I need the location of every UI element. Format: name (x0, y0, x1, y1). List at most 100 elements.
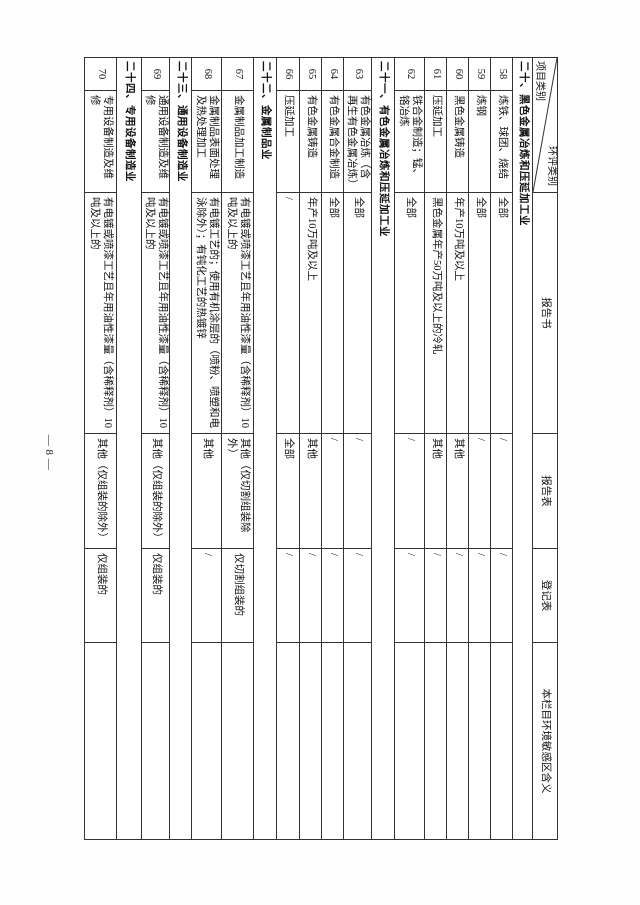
item-name: 炼铁、球团、烧结 (490, 90, 513, 193)
item-row: 64 有色金属合金制造 全部 / / (321, 57, 344, 840)
item-name: 金属制品表面处理及热处理加工 (191, 90, 222, 193)
report-book-cell: 有电镀工艺的；使用有机涂层的（喷粉、喷塑和电泳除外）；有钝化工艺的热镀锌 (191, 192, 222, 434)
diagonal-line (533, 58, 557, 192)
report-form-cell: / (490, 433, 513, 549)
header-eia-category: 环评类别 (546, 146, 557, 186)
item-name: 有色金属铸造 (299, 90, 322, 193)
item-name: 压延加工 (424, 90, 447, 193)
section-title: 二十、黑色金属冶炼和压延加工业 (512, 57, 533, 840)
registration-form-cell: / (446, 548, 469, 643)
report-book-cell: 年产10万吨及以上 (299, 192, 322, 434)
registration-form-cell: / (191, 548, 222, 643)
sensitive-area-cell (221, 642, 254, 840)
section-row: 二十二、金属制品业 (253, 57, 277, 840)
report-book-cell: 全部 (343, 192, 372, 434)
item-no: 63 (343, 57, 372, 91)
report-form-cell: / (468, 433, 491, 549)
item-row: 66 压延加工 / 全部 / (276, 57, 300, 840)
item-no: 59 (468, 57, 491, 91)
registration-form-cell: / (299, 548, 322, 643)
report-form-cell: / (394, 433, 425, 549)
item-name: 通用设备制造及维修 (141, 90, 170, 193)
sensitive-area-cell (84, 642, 117, 840)
section-title: 二十三、通用设备制造业 (169, 57, 192, 840)
header-registration-form: 登记表 (532, 548, 558, 643)
section-title: 二十二、金属制品业 (253, 57, 277, 840)
item-row: 68 金属制品表面处理及热处理加工 有电镀工艺的；使用有机涂层的（喷粉、喷塑和电泳除… (191, 57, 222, 840)
item-no: 60 (446, 57, 469, 91)
report-book-cell: 有电镀或喷漆工艺且年用油性漆量（含稀释剂）10吨及以上的 (84, 192, 117, 434)
report-form-cell: / (321, 433, 344, 549)
section-row: 二十、黑色金属冶炼和压延加工业 (512, 57, 533, 840)
registration-form-cell: / (468, 548, 491, 643)
sensitive-area-cell (468, 642, 491, 840)
report-form-cell: 其他（仅组装的除外） (141, 433, 170, 549)
sensitive-area-cell (424, 642, 447, 840)
sensitive-area-cell (141, 642, 170, 840)
item-row: 65 有色金属铸造 年产10万吨及以上 其他 / (299, 57, 322, 840)
item-no: 66 (276, 57, 300, 91)
report-book-cell: / (276, 192, 300, 434)
report-book-cell: 全部 (468, 192, 491, 434)
header-report-book: 报告书 (532, 192, 558, 434)
item-name: 有色金属合金制造 (321, 90, 344, 193)
item-no: 69 (141, 57, 170, 91)
section-row: 二十四、专用设备制造业 (116, 57, 142, 840)
item-no: 68 (191, 57, 222, 91)
item-name: 铁合金制造；锰、铬冶炼 (394, 90, 425, 193)
item-row: 60 黑色金属铸造 年产10万吨及以上 其他 / (446, 57, 469, 840)
report-book-cell: 年产10万吨及以上 (446, 192, 469, 434)
header-row: 环评类别 项目类别 报告书 报告表 登记表 本栏目环境敏感区含义 (532, 57, 558, 840)
sensitive-area-cell (490, 642, 513, 840)
registration-form-cell: / (490, 548, 513, 643)
sensitive-area-cell (191, 642, 222, 840)
item-row: 62 铁合金制造；锰、铬冶炼 全部 / / (394, 57, 425, 840)
item-row: 58 炼铁、球团、烧结 全部 / / (490, 57, 513, 840)
sensitive-area-cell (343, 642, 372, 840)
report-form-cell: 其他 (191, 433, 222, 549)
report-form-cell: 其他 (299, 433, 322, 549)
report-book-cell: 全部 (490, 192, 513, 434)
report-form-cell: 其他（仅组装的除外） (84, 433, 117, 549)
item-row: 67 金属制品加工制造 有电镀或喷漆工艺且年用油性漆量（含稀释剂）10吨及以上的 其他… (221, 57, 254, 840)
item-row: 70 专用设备制造及维修 有电镀或喷漆工艺且年用油性漆量（含稀释剂）10吨及以上的其… (84, 57, 117, 840)
item-no: 61 (424, 57, 447, 91)
section-row: 二十三、通用设备制造业 (169, 57, 192, 840)
report-book-cell: 黑色金属年产50万吨及以上的冷轧 (424, 192, 447, 434)
section-row: 二十一、有色金属冶炼和压延加工业 (371, 57, 395, 840)
item-row: 63 有色金属冶炼（含再生有色金属冶炼） 全部 / / (343, 57, 372, 840)
registration-form-cell: 仅组装的 (141, 548, 170, 643)
sensitive-area-cell (299, 642, 322, 840)
report-form-cell: 全部 (276, 433, 300, 549)
registration-form-cell: 仅切割组装的 (221, 548, 254, 643)
report-book-cell: 全部 (394, 192, 425, 434)
registration-form-cell: / (276, 548, 300, 643)
item-no: 58 (490, 57, 513, 91)
item-no: 67 (221, 57, 254, 91)
report-form-cell: / (343, 433, 372, 549)
report-form-cell: 其他 (424, 433, 447, 549)
item-name: 黑色金属铸造 (446, 90, 469, 193)
item-no: 64 (321, 57, 344, 91)
item-row: 69 通用设备制造及维修 有电镀或喷漆工艺且年用油性漆量（含稀释剂）10吨及以上的其… (141, 57, 170, 840)
sensitive-area-cell (394, 642, 425, 840)
item-name: 有色金属冶炼（含再生有色金属冶炼） (343, 90, 372, 193)
page-number: — 8 — (43, 434, 55, 471)
item-no: 70 (84, 57, 117, 91)
item-no: 65 (299, 57, 322, 91)
report-book-cell: 有电镀或喷漆工艺且年用油性漆量（含稀释剂）10吨及以上的 (221, 192, 254, 434)
item-name: 金属制品加工制造 (221, 90, 254, 193)
report-book-cell: 全部 (321, 192, 344, 434)
sensitive-area-cell (321, 642, 344, 840)
item-no: 62 (394, 57, 425, 91)
sensitive-area-cell (276, 642, 300, 840)
header-project-category: 项目类别 (534, 61, 546, 101)
eia-classification-table: 环评类别 项目类别 报告书 报告表 登记表 本栏目环境敏感区含义 二十、黑色金属… (84, 57, 558, 840)
sensitive-area-cell (446, 642, 469, 840)
registration-form-cell: / (424, 548, 447, 643)
registration-form-cell: / (321, 548, 344, 643)
report-book-cell: 有电镀或喷漆工艺且年用油性漆量（含稀释剂）10吨及以上的 (141, 192, 170, 434)
table-body: 环评类别 项目类别 报告书 报告表 登记表 本栏目环境敏感区含义 二十、黑色金属… (84, 57, 558, 840)
item-name: 专用设备制造及维修 (84, 90, 117, 193)
